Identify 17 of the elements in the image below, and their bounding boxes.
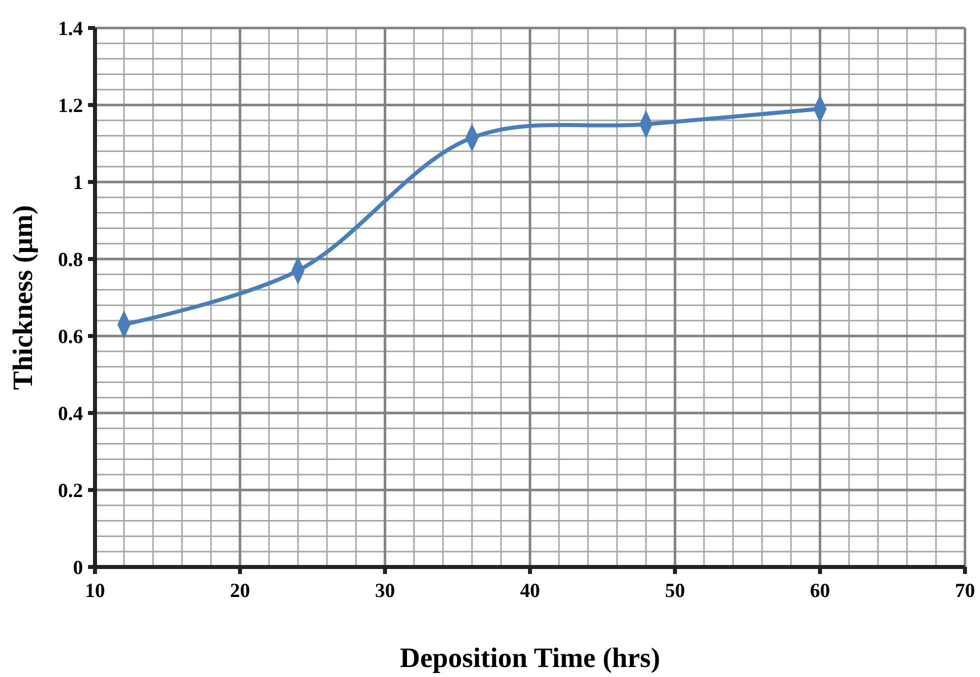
y-tick-label: 0.2 (58, 480, 83, 502)
x-axis-title: Deposition Time (hrs) (400, 643, 660, 674)
y-tick-label: 0.4 (58, 403, 83, 425)
x-tick-label: 20 (230, 580, 250, 602)
y-tick-label: 0.6 (58, 326, 83, 348)
y-axis-title: Thickness (μm) (8, 205, 39, 390)
y-tick-label: 0 (73, 557, 83, 579)
x-tick-label: 60 (810, 580, 830, 602)
x-tick-label: 10 (85, 580, 105, 602)
x-tick-label: 40 (520, 580, 540, 602)
y-tick-label: 1.2 (58, 95, 83, 117)
x-tick-label: 50 (665, 580, 685, 602)
y-tick-label: 1.4 (58, 18, 83, 40)
x-tick-label: 70 (955, 580, 975, 602)
y-tick-label: 0.8 (58, 249, 83, 271)
x-tick-label: 30 (375, 580, 395, 602)
y-tick-label: 1 (73, 172, 83, 194)
